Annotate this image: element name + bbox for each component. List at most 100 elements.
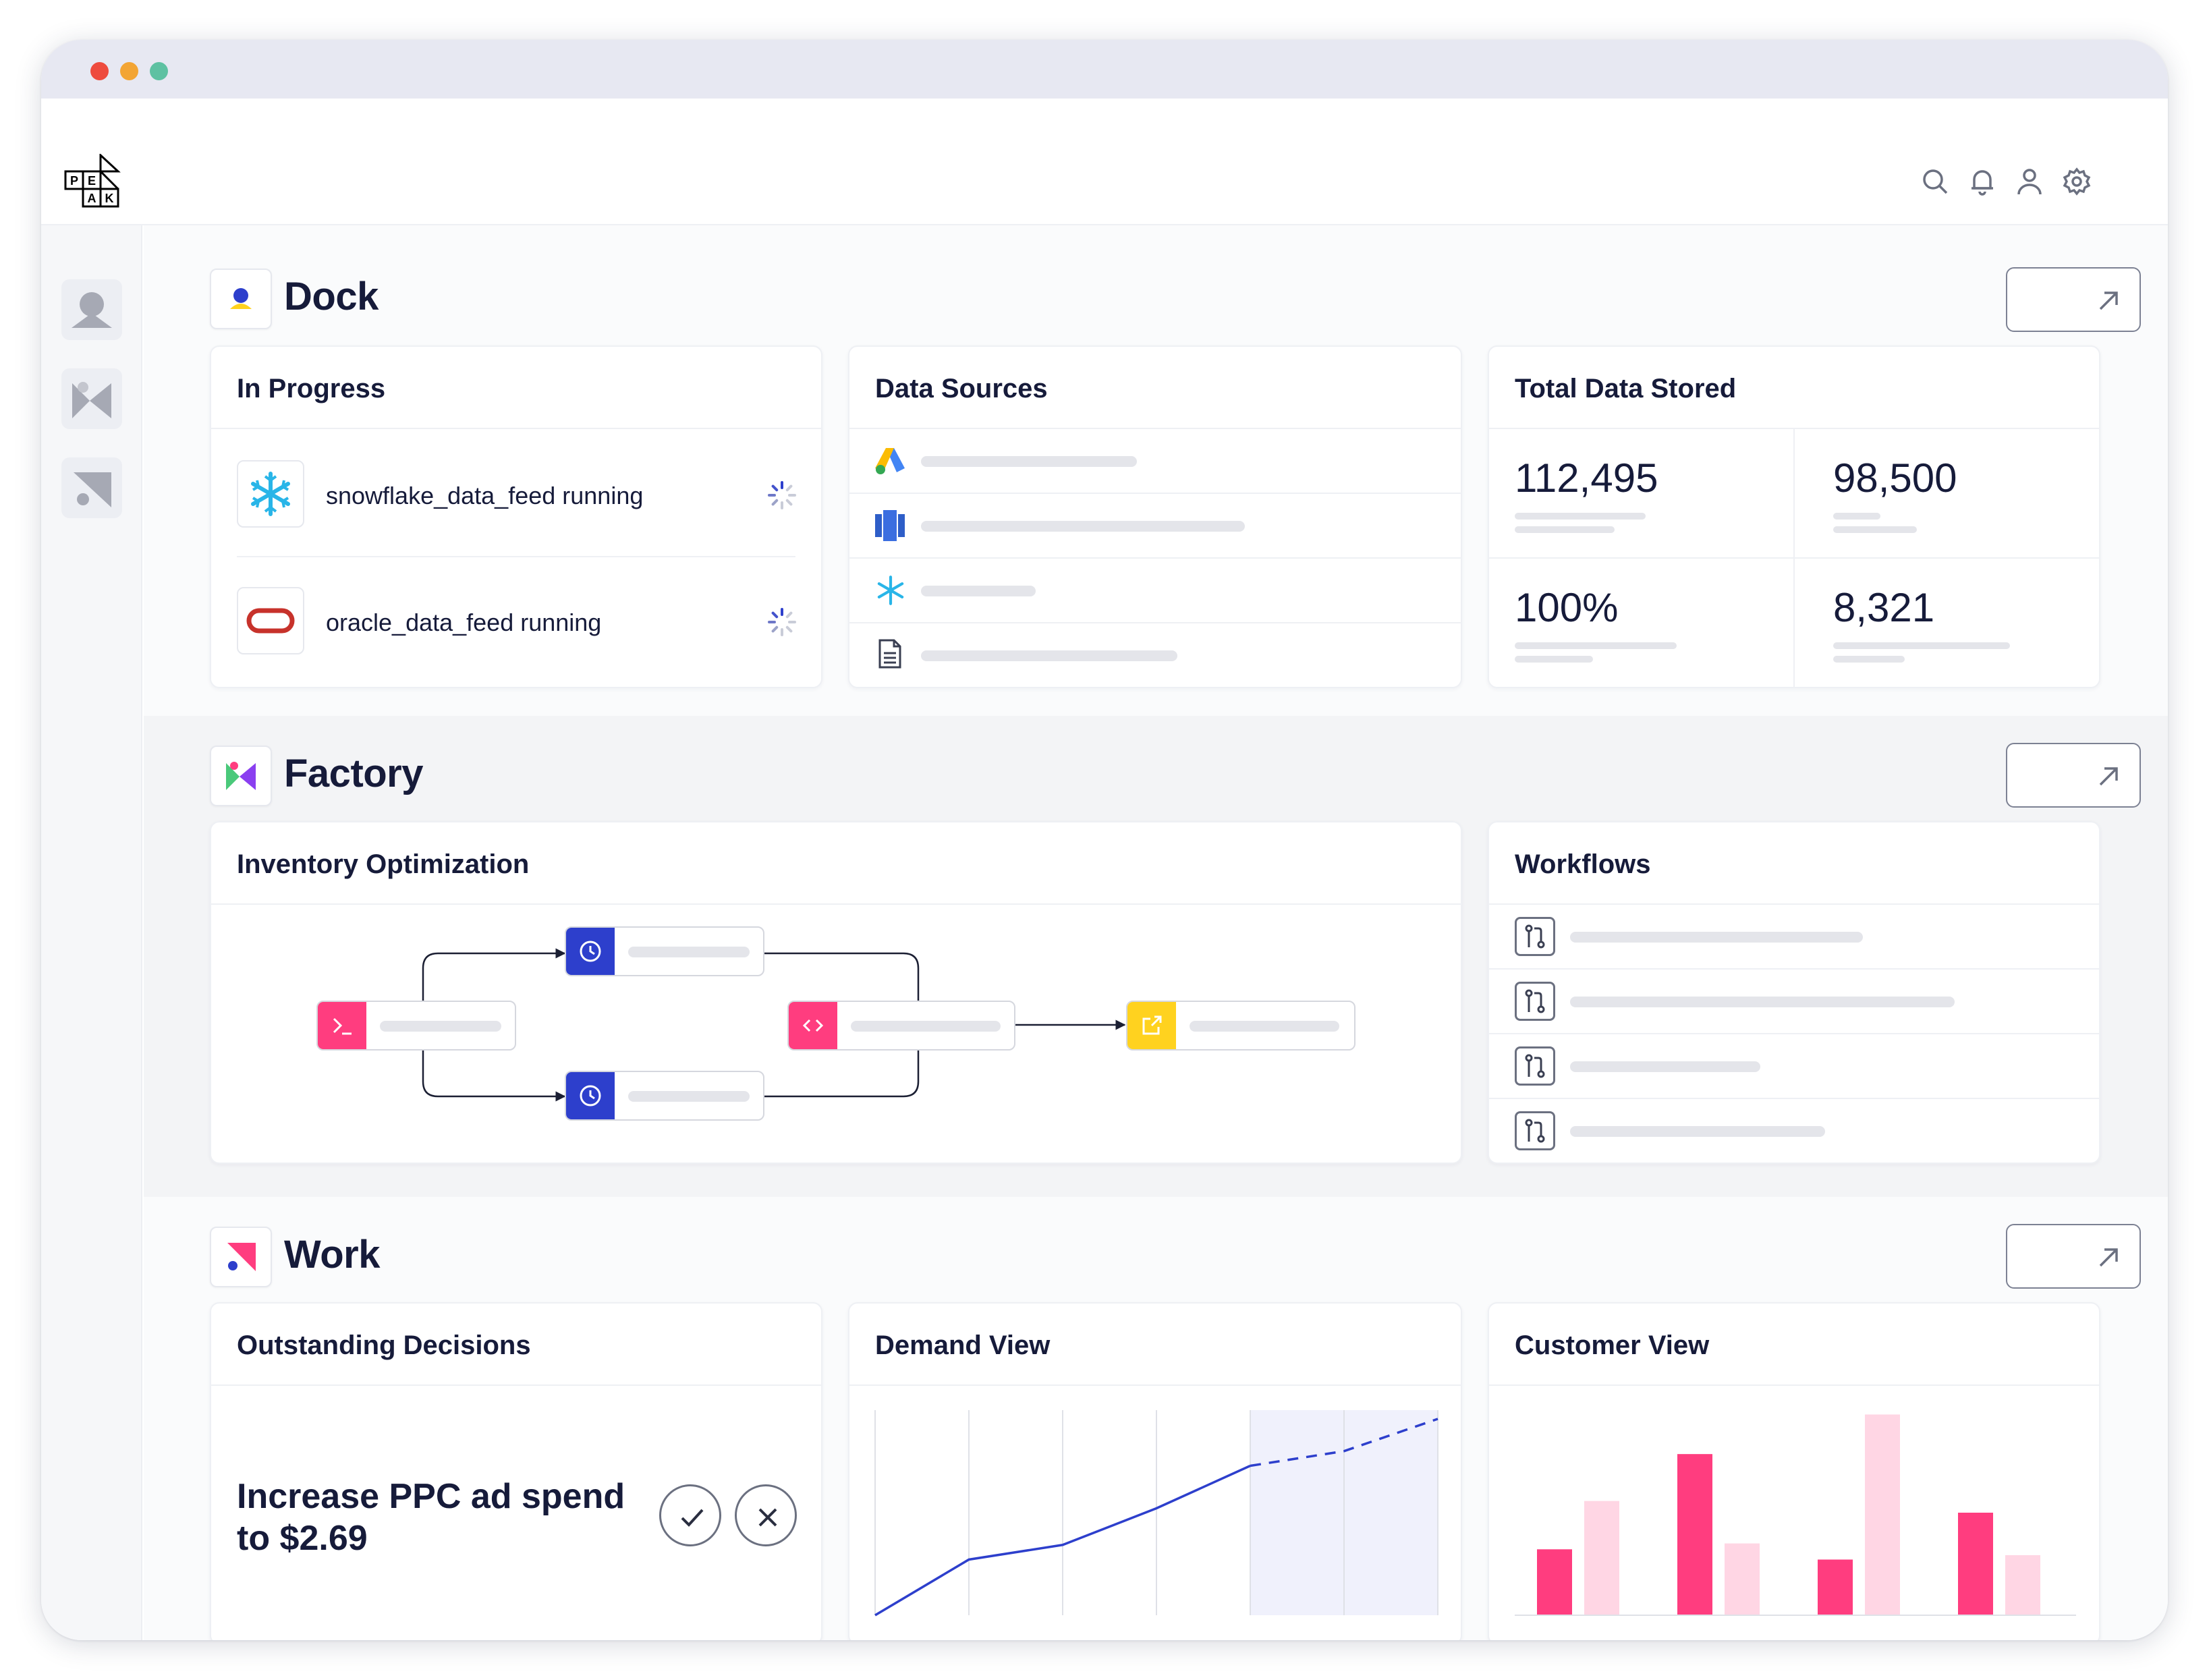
factory-nav-icon[interactable] xyxy=(61,368,122,429)
inventory-optimization-card: Inventory Optimization xyxy=(210,821,1462,1164)
window-titlebar xyxy=(41,40,2168,99)
outstanding-decisions-title: Outstanding Decisions xyxy=(237,1331,531,1360)
clock-icon xyxy=(566,1072,615,1119)
total-data-stored-title: Total Data Stored xyxy=(1515,374,1737,403)
inventory-optimization-title: Inventory Optimization xyxy=(237,849,530,879)
bell-icon[interactable] xyxy=(1968,167,1996,196)
dock-title: Dock xyxy=(284,275,379,318)
schedule-node-top[interactable] xyxy=(565,926,764,976)
svg-text:P: P xyxy=(70,174,78,188)
workflow-row[interactable] xyxy=(1489,1034,2099,1098)
main-content: Dock In Progress snowflake_data_feed run… xyxy=(144,225,2168,1640)
data-sources-title: Data Sources xyxy=(875,374,1048,403)
customer-view-card: Customer View xyxy=(1488,1302,2100,1640)
bar xyxy=(1584,1501,1619,1615)
workflow-row[interactable] xyxy=(1489,1099,2099,1163)
code-icon xyxy=(789,1002,837,1049)
decision-text: Increase PPC ad spend to $2.69 xyxy=(237,1477,625,1558)
workflows-title: Workflows xyxy=(1515,849,1651,879)
customer-bar-chart xyxy=(1515,1414,2076,1616)
snowflake-icon xyxy=(877,576,904,605)
arrow-up-right-icon xyxy=(2099,767,2118,786)
arrow-up-right-icon xyxy=(2099,1248,2118,1267)
peak-logo[interactable]: P E A K xyxy=(64,152,122,214)
work-nav-icon[interactable] xyxy=(61,457,122,518)
schedule-node-bottom[interactable] xyxy=(565,1071,764,1121)
factory-title: Factory xyxy=(284,752,424,795)
stat-value: 8,321 xyxy=(1833,585,1935,630)
workflow-row[interactable] xyxy=(1489,970,2099,1033)
maximize-window-button[interactable] xyxy=(150,62,168,80)
flow-connectors xyxy=(422,948,1126,1102)
work-expand-button[interactable] xyxy=(2006,1224,2141,1289)
terminal-node[interactable] xyxy=(316,1001,516,1051)
demand-view-title: Demand View xyxy=(875,1331,1051,1360)
gear-icon[interactable] xyxy=(2063,167,2091,196)
check-icon xyxy=(681,1509,704,1527)
work-title: Work xyxy=(284,1233,380,1277)
search-icon[interactable] xyxy=(1921,167,1949,196)
git-branch-icon xyxy=(1515,1111,1555,1150)
data-source-row[interactable] xyxy=(849,494,1461,557)
dock-nav-icon[interactable] xyxy=(61,279,122,340)
app-window: P E A K xyxy=(41,40,2168,1640)
minimize-window-button[interactable] xyxy=(120,62,138,80)
clock-icon xyxy=(566,928,615,975)
oracle-icon xyxy=(237,587,304,654)
approve-button[interactable] xyxy=(659,1484,721,1546)
in-progress-title: In Progress xyxy=(237,374,386,403)
svg-text:K: K xyxy=(105,192,114,205)
export-node[interactable] xyxy=(1126,1001,1355,1051)
data-source-row[interactable] xyxy=(849,623,1461,687)
loading-spinner-icon xyxy=(768,608,796,636)
forecast-series-line xyxy=(1250,1418,1438,1467)
svg-text:A: A xyxy=(88,192,96,205)
export-icon xyxy=(1127,1002,1176,1049)
google-ads-icon xyxy=(875,448,905,474)
factory-icon xyxy=(210,746,272,806)
dock-expand-button[interactable] xyxy=(2006,267,2141,332)
bar xyxy=(1537,1549,1572,1615)
bar xyxy=(1865,1414,1900,1615)
terminal-icon xyxy=(318,1002,366,1049)
workflows-card: Workflows xyxy=(1488,821,2100,1164)
outstanding-decisions-card: Outstanding Decisions Increase PPC ad sp… xyxy=(210,1302,822,1640)
work-section: Work Outstanding Decisions Increase PPC … xyxy=(144,1197,2168,1640)
git-branch-icon xyxy=(1515,982,1555,1021)
data-source-row[interactable] xyxy=(849,429,1461,493)
bar xyxy=(1725,1543,1760,1615)
dock-icon xyxy=(210,269,272,329)
bar xyxy=(1958,1513,1993,1615)
top-bar: P E A K xyxy=(41,99,2168,225)
stat-value: 98,500 xyxy=(1833,455,1957,501)
demand-view-card: Demand View xyxy=(848,1302,1462,1640)
dock-section: Dock In Progress snowflake_data_feed run… xyxy=(144,225,2168,716)
database-icon xyxy=(875,510,905,541)
svg-text:E: E xyxy=(88,174,96,188)
customer-view-title: Customer View xyxy=(1515,1331,1710,1360)
reject-button[interactable] xyxy=(735,1484,797,1546)
close-icon xyxy=(758,1508,777,1527)
code-node[interactable] xyxy=(787,1001,1015,1051)
feed-status-text: oracle_data_feed running xyxy=(326,609,602,636)
data-sources-card: Data Sources xyxy=(848,345,1462,688)
sidebar xyxy=(41,225,142,1640)
git-branch-icon xyxy=(1515,1046,1555,1086)
snowflake-icon xyxy=(237,460,304,528)
stat-value: 100% xyxy=(1515,585,1619,630)
loading-spinner-icon xyxy=(768,481,796,509)
close-window-button[interactable] xyxy=(90,62,109,80)
bar xyxy=(2005,1555,2040,1615)
factory-expand-button[interactable] xyxy=(2006,743,2141,808)
data-source-row[interactable] xyxy=(849,559,1461,622)
user-icon[interactable] xyxy=(2015,167,2044,196)
bar xyxy=(1818,1559,1853,1615)
stat-value: 112,495 xyxy=(1515,455,1658,501)
actual-series-line xyxy=(874,1464,1251,1617)
demand-line-chart xyxy=(874,1410,1438,1617)
total-data-stored-card: Total Data Stored 112,495 98,500 100% 8,… xyxy=(1488,345,2100,688)
git-branch-icon xyxy=(1515,917,1555,956)
work-icon xyxy=(210,1227,272,1287)
workflow-row[interactable] xyxy=(1489,905,2099,968)
in-progress-card: In Progress snowflake_data_feed running xyxy=(210,345,822,688)
